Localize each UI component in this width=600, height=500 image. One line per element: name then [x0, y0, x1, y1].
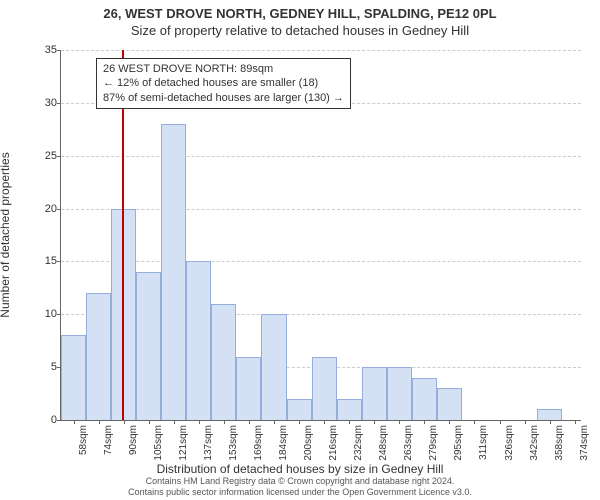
histogram-bar — [161, 124, 186, 420]
histogram-bar — [387, 367, 412, 420]
x-tick-mark — [374, 420, 375, 424]
y-tick-label: 25 — [27, 150, 57, 162]
x-tick-mark — [449, 420, 450, 424]
x-tick-mark — [550, 420, 551, 424]
x-tick-mark — [274, 420, 275, 424]
annotation-line-3: 87% of semi-detached houses are larger (… — [103, 91, 344, 105]
y-tick-label: 20 — [27, 203, 57, 215]
x-tick-label: 358sqm — [554, 425, 565, 461]
x-tick-mark — [424, 420, 425, 424]
histogram-bar — [211, 304, 236, 420]
y-tick-mark — [57, 209, 61, 210]
x-tick-mark — [199, 420, 200, 424]
histogram-bar — [61, 335, 86, 420]
histogram-bar — [287, 399, 312, 420]
page-subtitle: Size of property relative to detached ho… — [0, 21, 600, 38]
x-tick-label: 374sqm — [579, 425, 590, 461]
x-tick-mark — [174, 420, 175, 424]
x-tick-label: 248sqm — [378, 425, 389, 461]
x-tick-label: 58sqm — [78, 425, 89, 455]
x-tick-mark — [74, 420, 75, 424]
annotation-box: 26 WEST DROVE NORTH: 89sqm ← 12% of deta… — [96, 58, 351, 109]
x-tick-label: 279sqm — [428, 425, 439, 461]
x-tick-label: 137sqm — [203, 425, 214, 461]
histogram-bar — [236, 357, 261, 420]
x-tick-mark — [525, 420, 526, 424]
x-tick-mark — [299, 420, 300, 424]
gridline — [61, 50, 581, 51]
histogram-bar — [136, 272, 161, 420]
histogram-bar — [362, 367, 387, 420]
y-tick-mark — [57, 50, 61, 51]
footer-line-1: Contains HM Land Registry data © Crown c… — [0, 476, 600, 487]
x-tick-label: 263sqm — [403, 425, 414, 461]
x-tick-label: 200sqm — [303, 425, 314, 461]
y-tick-label: 15 — [27, 255, 57, 267]
histogram-bar — [312, 357, 337, 420]
x-tick-mark — [149, 420, 150, 424]
y-tick-label: 30 — [27, 97, 57, 109]
y-tick-label: 10 — [27, 308, 57, 320]
footer: Contains HM Land Registry data © Crown c… — [0, 476, 600, 498]
footer-line-2: Contains public sector information licen… — [0, 487, 600, 498]
x-tick-label: 326sqm — [504, 425, 515, 461]
x-tick-label: 295sqm — [453, 425, 464, 461]
x-tick-label: 184sqm — [278, 425, 289, 461]
x-tick-mark — [474, 420, 475, 424]
y-tick-mark — [57, 156, 61, 157]
y-tick-label: 5 — [27, 361, 57, 373]
histogram-bar — [86, 293, 111, 420]
x-tick-mark — [249, 420, 250, 424]
x-tick-mark — [99, 420, 100, 424]
histogram-bar — [437, 388, 462, 420]
x-tick-label: 342sqm — [529, 425, 540, 461]
histogram-bar — [537, 409, 562, 420]
x-tick-label: 153sqm — [228, 425, 239, 461]
gridline — [61, 156, 581, 157]
gridline — [61, 209, 581, 210]
x-tick-label: 169sqm — [253, 425, 264, 461]
y-tick-mark — [57, 103, 61, 104]
x-tick-mark — [324, 420, 325, 424]
x-tick-mark — [124, 420, 125, 424]
x-tick-label: 216sqm — [328, 425, 339, 461]
annotation-line-1: 26 WEST DROVE NORTH: 89sqm — [103, 62, 344, 76]
plot-region: 0510152025303558sqm74sqm90sqm105sqm121sq… — [60, 50, 580, 420]
histogram-bar — [337, 399, 362, 420]
chart-container: 26, WEST DROVE NORTH, GEDNEY HILL, SPALD… — [0, 0, 600, 500]
y-tick-label: 35 — [27, 44, 57, 56]
x-tick-label: 232sqm — [353, 425, 364, 461]
histogram-bar — [412, 378, 437, 420]
y-axis-title: Number of detached properties — [0, 152, 12, 317]
x-tick-label: 121sqm — [178, 425, 189, 461]
page-title: 26, WEST DROVE NORTH, GEDNEY HILL, SPALD… — [0, 0, 600, 21]
x-tick-label: 311sqm — [478, 425, 489, 460]
y-tick-mark — [57, 314, 61, 315]
x-tick-mark — [575, 420, 576, 424]
x-tick-label: 74sqm — [103, 425, 114, 455]
y-tick-mark — [57, 261, 61, 262]
annotation-line-2: ← 12% of detached houses are smaller (18… — [103, 76, 344, 90]
y-tick-label: 0 — [27, 414, 57, 426]
x-tick-mark — [399, 420, 400, 424]
gridline — [61, 261, 581, 262]
x-tick-mark — [224, 420, 225, 424]
x-tick-mark — [349, 420, 350, 424]
x-tick-mark — [500, 420, 501, 424]
histogram-bar — [261, 314, 286, 420]
x-axis-title: Distribution of detached houses by size … — [0, 462, 600, 476]
y-tick-mark — [57, 420, 61, 421]
x-tick-label: 90sqm — [128, 425, 139, 455]
histogram-bar — [186, 261, 211, 420]
x-tick-label: 105sqm — [153, 425, 164, 461]
